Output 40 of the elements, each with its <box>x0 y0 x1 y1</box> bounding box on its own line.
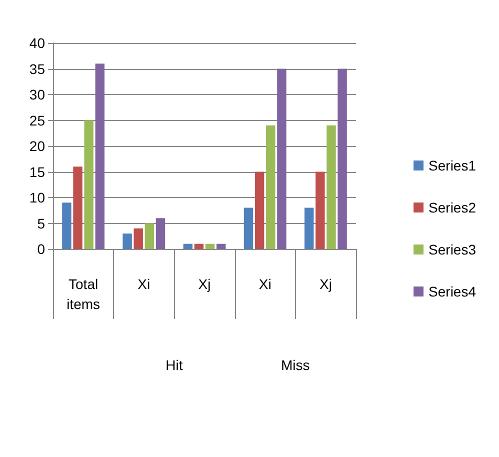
bar <box>156 218 166 249</box>
bar <box>144 223 154 249</box>
bar <box>304 208 314 249</box>
legend-label: Series2 <box>428 200 476 216</box>
y-tick-label: 0 <box>37 241 46 257</box>
x-tick-label: Xi <box>138 276 150 292</box>
bar <box>122 234 132 249</box>
y-tick-label: 40 <box>29 35 46 51</box>
x-tick-label: Xj <box>319 276 332 292</box>
bar <box>338 68 347 249</box>
bar <box>84 120 94 249</box>
y-tick-label: 35 <box>29 60 46 77</box>
bar <box>95 64 105 249</box>
y-tick-label: 5 <box>37 215 46 232</box>
y-tick-label: 25 <box>29 112 46 128</box>
legend-label: Series4 <box>428 284 476 300</box>
y-tick-label: 10 <box>29 190 46 206</box>
bar <box>194 244 204 249</box>
bar <box>244 208 254 249</box>
y-tick-label: 15 <box>29 164 46 180</box>
bar <box>254 172 264 249</box>
y-tick-label: 20 <box>29 138 46 154</box>
bar <box>266 125 276 249</box>
bar <box>183 244 193 249</box>
x-tick-label: Xj <box>198 276 211 292</box>
bar <box>216 244 226 249</box>
text: Miss <box>281 357 310 373</box>
bar <box>316 172 325 249</box>
text: Hit <box>166 357 183 373</box>
bar <box>73 166 82 249</box>
legend-label: Series1 <box>428 158 476 174</box>
bar <box>62 202 72 249</box>
bar <box>134 228 143 249</box>
bar <box>205 244 215 249</box>
bar <box>326 125 336 249</box>
bar <box>277 68 286 249</box>
legend-label: Series3 <box>428 242 476 258</box>
x-tick-label: Total items <box>66 276 100 312</box>
y-tick-label: 30 <box>29 86 46 102</box>
x-tick-label: Xi <box>258 276 272 292</box>
